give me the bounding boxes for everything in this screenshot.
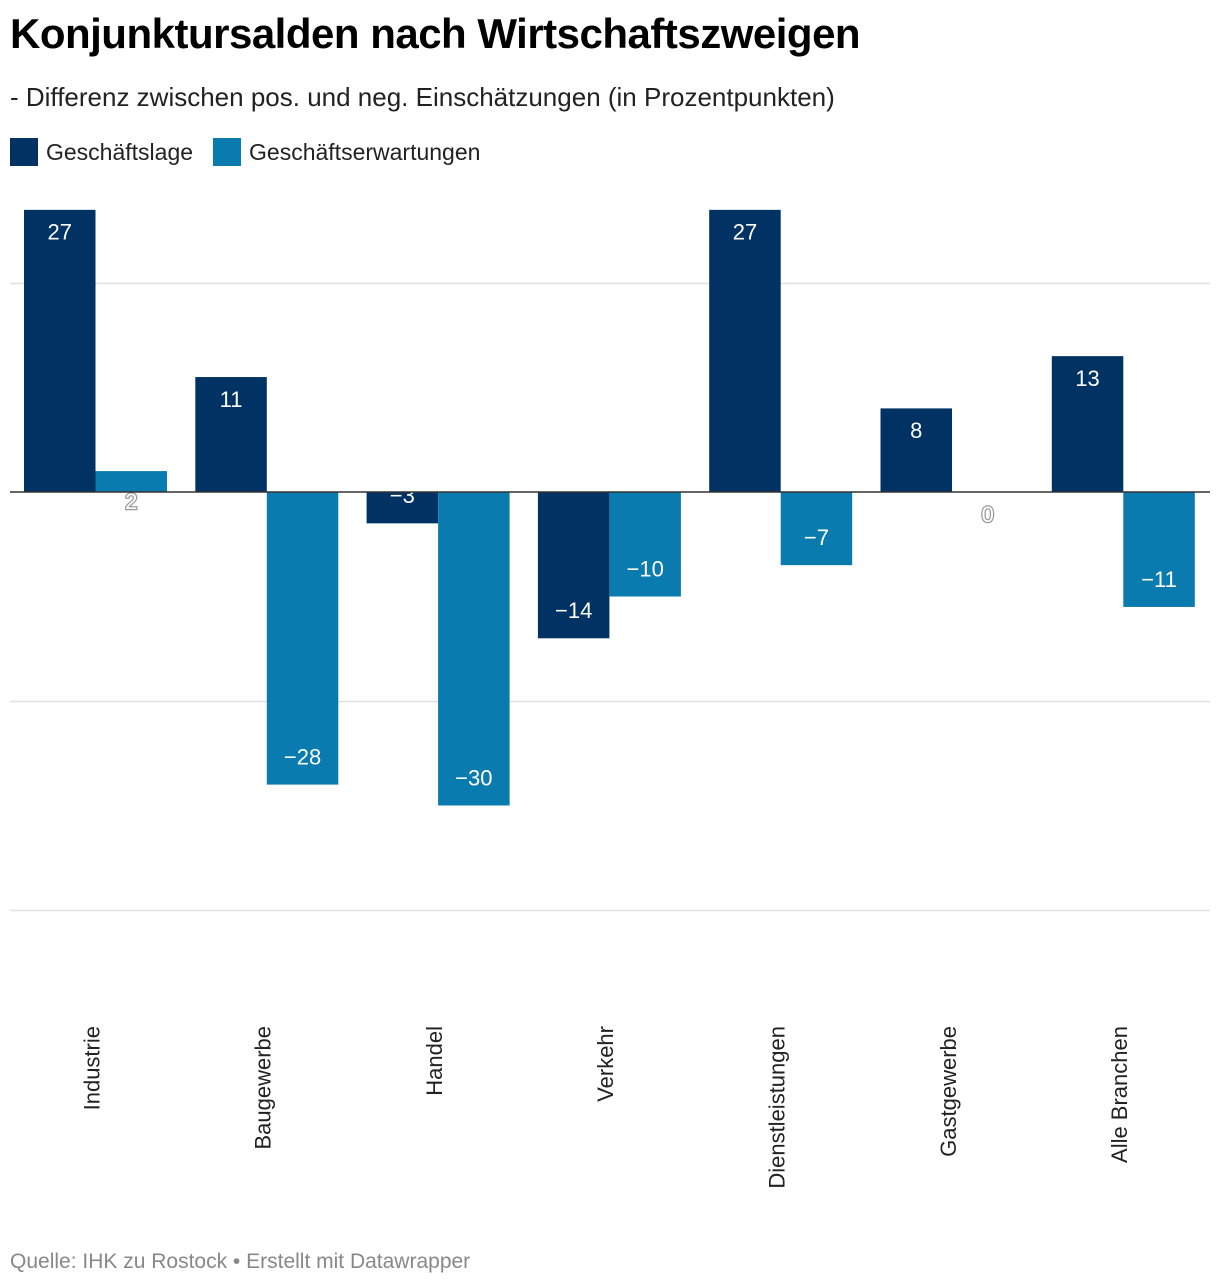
legend: Geschäftslage Geschäftserwartungen [10,138,480,166]
bar-geschaeftslage [880,408,952,492]
data-label: 2 [125,489,137,514]
bar-chart: 27 2 Industrie 11 −28 Baugewerbe −3 −30 Handel −1… [10,209,1210,1189]
category-label: Dienstleistungen [765,1026,790,1189]
legend-item-geschaeftslage: Geschäftslage [10,138,193,166]
bar-geschaeftserwartungen [609,492,681,597]
bar-geschaeftserwartungen [95,471,167,492]
bar-geschaeftslage [537,492,610,639]
bar-geschaeftserwartungen [438,492,510,806]
bar-geschaeftserwartungen [780,492,853,566]
data-label: −30 [455,765,492,790]
bar-geschaeftslage [366,492,439,524]
category-label: Verkehr [593,1026,618,1102]
bar-geschaeftserwartungen [266,492,339,785]
data-label: −3 [390,483,415,508]
category-label: Gastgewerbe [936,1026,961,1157]
chart-subtitle: - Differenz zwischen pos. und neg. Einsc… [10,82,835,112]
bar-geschaeftserwartungen [1123,492,1195,607]
category-label: Industrie [79,1026,104,1110]
data-label: 13 [1075,366,1099,391]
category-label: Baugewerbe [251,1026,276,1150]
bar-geschaeftslage [1051,356,1124,492]
data-label: 27 [733,220,757,245]
data-label: −14 [555,598,592,623]
chart-title: Konjunktursalden nach Wirtschaftszweigen [10,10,861,57]
bar-geschaeftslage [709,209,781,492]
data-label: −28 [284,744,321,769]
legend-swatch-geschaeftserwartungen [213,138,242,166]
data-label: 8 [910,418,922,443]
category-label: Alle Branchen [1107,1026,1132,1163]
legend-label-geschaeftslage: Geschäftslage [46,138,194,165]
bar-geschaeftslage [24,209,96,492]
data-label: −11 [1141,567,1177,592]
data-label: 11 [220,387,243,412]
source-note: Quelle: IHK zu Rostock • Erstellt mit Da… [10,1250,471,1273]
data-label: 0 [982,502,994,527]
data-label: 27 [48,220,72,245]
category-label: Handel [422,1026,447,1096]
data-label: −10 [626,556,663,581]
bar-geschaeftslage [195,377,267,492]
data-label: −7 [804,525,829,550]
legend-item-geschaeftserwartungen: Geschäftserwartungen [213,138,480,166]
legend-swatch-geschaeftslage [10,138,38,166]
legend-label-geschaeftserwartungen: Geschäftserwartungen [249,138,481,165]
